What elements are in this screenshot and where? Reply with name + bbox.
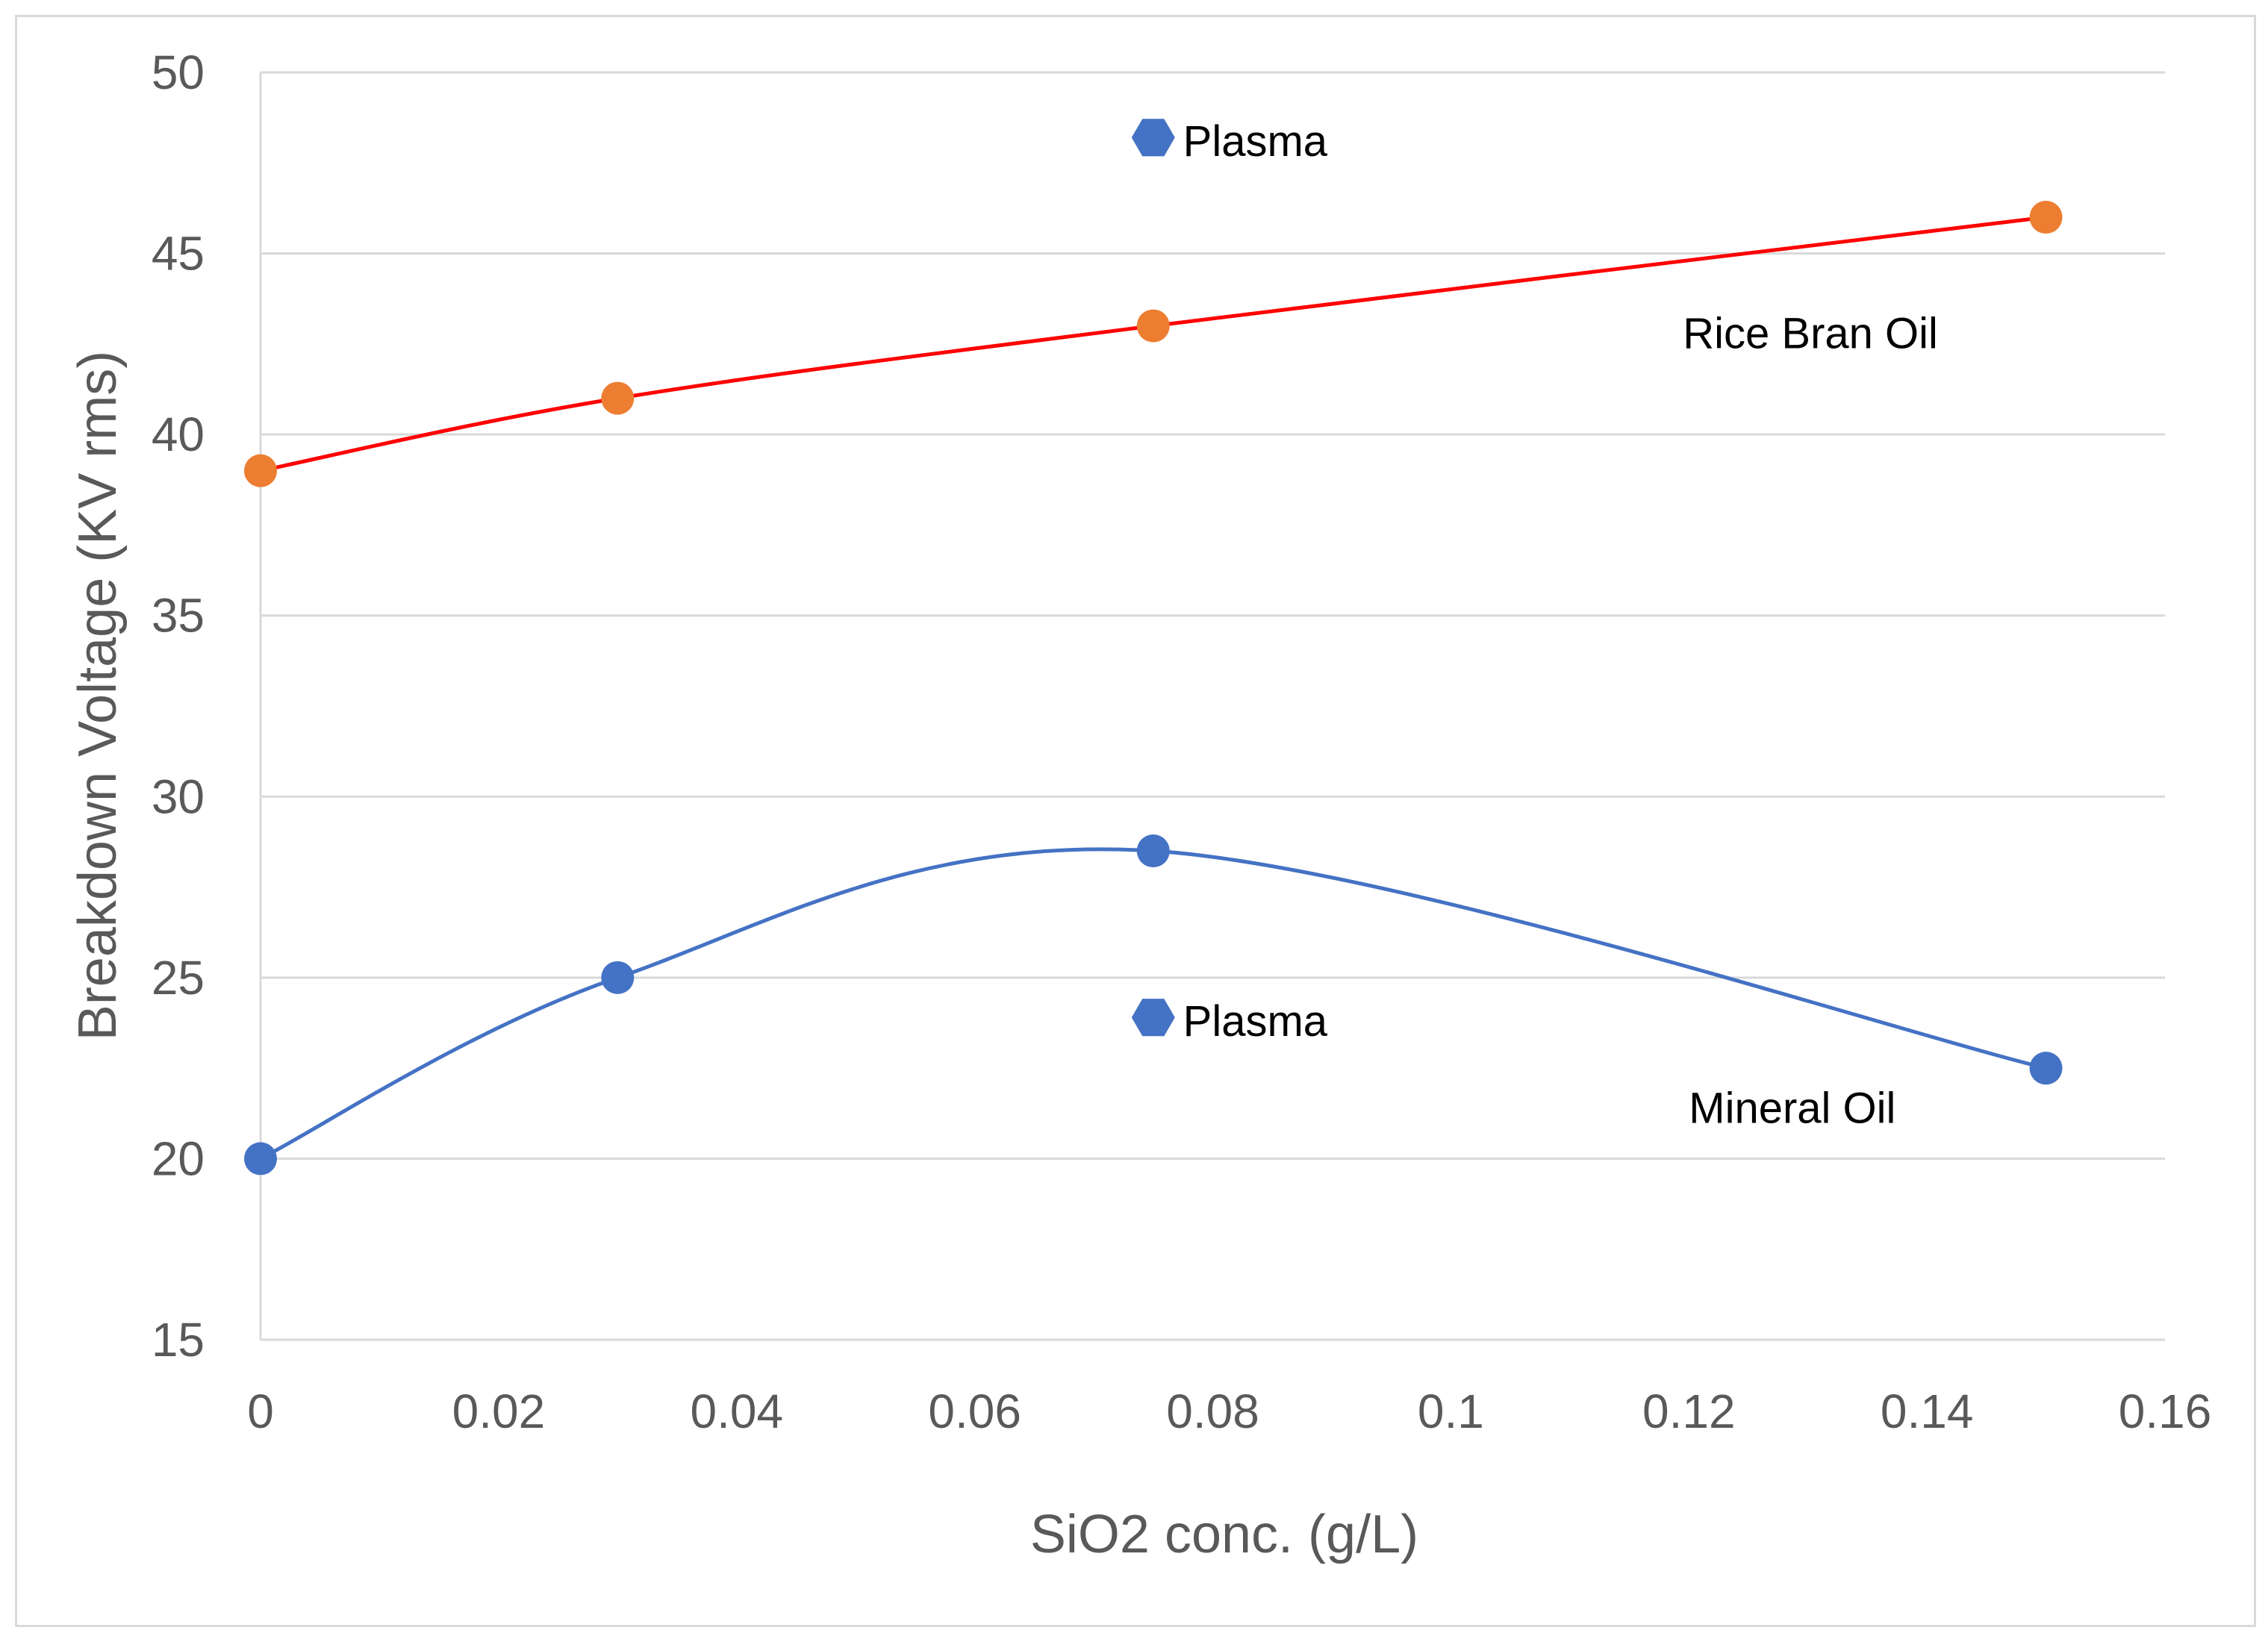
series-markers	[244, 119, 2063, 1176]
x-tick-label: 0.04	[690, 1385, 783, 1438]
gridlines	[261, 71, 2165, 1160]
annotation-mineral-oil: Mineral Oil	[1689, 1084, 1895, 1133]
series-lines	[258, 215, 2049, 1161]
x-tick-label: 0.08	[1166, 1385, 1259, 1438]
rice-bran-oil-marker	[244, 454, 277, 487]
mineral-oil-marker	[244, 1142, 277, 1176]
annotation-plasma: Plasma	[1183, 117, 1328, 166]
chart-frame	[15, 15, 2256, 1627]
rice-bran-oil-marker	[1136, 309, 1170, 343]
y-axis-title: Breakdown Voltage (KV rms)	[68, 351, 128, 1040]
plasma-rice-bran-oil-marker	[1131, 119, 1175, 157]
y-tick-label: 35	[152, 589, 205, 643]
y-tick-labels: 15 20 25 30 35 40 45 50	[152, 46, 205, 1367]
plasma-mineral-oil-marker	[1131, 999, 1175, 1037]
y-tick-label: 45	[152, 227, 205, 281]
rice-bran-oil-marker	[2029, 201, 2063, 234]
x-tick-label: 0.02	[452, 1385, 546, 1438]
x-tick-label: 0	[247, 1385, 274, 1438]
mineral-oil-marker	[2029, 1052, 2063, 1085]
y-tick-label: 50	[152, 46, 205, 99]
annotation-plasma: Plasma	[1183, 997, 1328, 1046]
rice-bran-oil-marker	[601, 381, 635, 415]
annotation-rice-bran-oil: Rice Bran Oil	[1683, 309, 1938, 358]
axes	[259, 72, 2165, 1341]
x-axis-title: SiO2 conc. (g/L)	[1030, 1505, 1418, 1564]
y-tick-label: 30	[152, 770, 205, 823]
mineral-oil-marker	[1136, 834, 1170, 868]
y-tick-label: 20	[152, 1131, 205, 1185]
y-tick-label: 25	[152, 951, 205, 1005]
annotations: Plasma Rice Bran Oil Plasma Mineral Oil	[1183, 117, 1938, 1132]
x-tick-label: 0.14	[1881, 1385, 1974, 1438]
x-tick-label: 0.12	[1642, 1385, 1736, 1438]
rice-bran-oil-line	[258, 215, 2049, 473]
mineral-oil-marker	[601, 961, 635, 994]
y-tick-label: 15	[152, 1313, 205, 1367]
x-tick-label: 0.1	[1418, 1385, 1484, 1438]
x-tick-label: 0.06	[928, 1385, 1021, 1438]
x-tick-label: 0.16	[2119, 1385, 2212, 1438]
mineral-oil-line	[258, 847, 2049, 1161]
x-tick-labels: 0 0.02 0.04 0.06 0.08 0.1 0.12 0.14 0.16	[247, 1385, 2211, 1438]
y-tick-label: 40	[152, 408, 205, 461]
